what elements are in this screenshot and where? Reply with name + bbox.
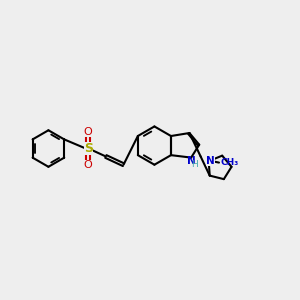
Text: O: O: [84, 160, 92, 170]
Text: N: N: [206, 156, 214, 166]
Text: S: S: [84, 142, 93, 155]
Text: CH₃: CH₃: [220, 158, 239, 167]
Text: O: O: [84, 127, 92, 137]
Text: H: H: [191, 160, 198, 169]
Text: N: N: [187, 156, 196, 166]
